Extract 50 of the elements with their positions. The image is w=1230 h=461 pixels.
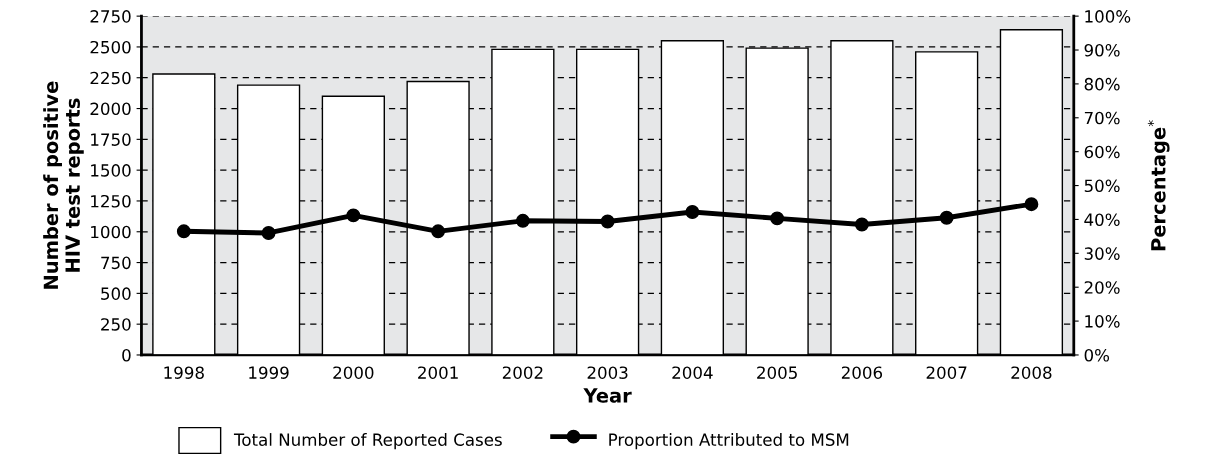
y-tick-label: 750 — [101, 256, 131, 270]
y2-tick-label: 10% — [1085, 315, 1120, 328]
y-tick-label: 2250 — [90, 71, 131, 85]
y2-tick-label: 80% — [1084, 77, 1120, 91]
y2-axis-title: Percentage$^{*}$ — [1147, 120, 1170, 251]
x-tick-label: 2007 — [926, 366, 967, 379]
y2-tick-label: 50% — [1084, 179, 1120, 193]
point — [515, 213, 530, 228]
point — [685, 205, 700, 219]
point — [1024, 197, 1039, 212]
point — [176, 224, 191, 239]
x-tick-label: 2000 — [333, 366, 374, 379]
point — [600, 214, 615, 229]
y-tick-label: 2750 — [90, 10, 131, 23]
x-tick-label: 2008 — [1011, 366, 1052, 379]
x-axis-title: Year — [583, 388, 632, 403]
x-tick-label: 2002 — [502, 366, 543, 379]
y2-tick-label: 0% — [1084, 348, 1110, 362]
x-tick-label: 2005 — [757, 366, 797, 379]
legend-label: Proportion Attributed to MSM — [609, 433, 849, 450]
y2-tick-label: 40% — [1084, 213, 1120, 226]
y-tick-label: 1250 — [91, 194, 131, 208]
y2-tick-label: 20% — [1084, 281, 1120, 294]
y-tick-label: 250 — [101, 318, 131, 331]
point — [939, 210, 954, 225]
y-tick-label: 500 — [101, 287, 131, 300]
y2-tick-label: 90% — [1084, 43, 1120, 57]
x-tick-label: 2003 — [587, 366, 628, 379]
y2-tick-label: 60% — [1084, 145, 1120, 159]
x-tick-label: 2004 — [672, 366, 713, 379]
legend-label: Total Number of Reported Cases — [233, 433, 502, 450]
y-tick-label: 2500 — [90, 40, 131, 54]
y2-tick-label: 30% — [1084, 247, 1120, 260]
y2-tick-label: 70% — [1084, 111, 1120, 125]
x-tick-label: 1999 — [249, 366, 289, 379]
x-tick-label: 2001 — [418, 366, 458, 379]
point — [261, 226, 276, 240]
x-tick-label: 1998 — [164, 366, 204, 379]
y-axis-title: Number of positive HIV test reports — [43, 81, 84, 289]
point — [346, 208, 361, 223]
x-tick-label: 2006 — [841, 366, 883, 379]
y-tick-label: 1750 — [91, 133, 131, 146]
point — [854, 217, 869, 232]
point — [770, 211, 785, 226]
y-tick-label: 1500 — [91, 164, 131, 177]
point — [431, 224, 446, 239]
y-tick-label: 0 — [122, 348, 131, 362]
y-tick-label: 1000 — [91, 225, 131, 239]
y-tick-label: 2000 — [90, 102, 131, 116]
y2-tick-label: 100% — [1085, 10, 1131, 23]
